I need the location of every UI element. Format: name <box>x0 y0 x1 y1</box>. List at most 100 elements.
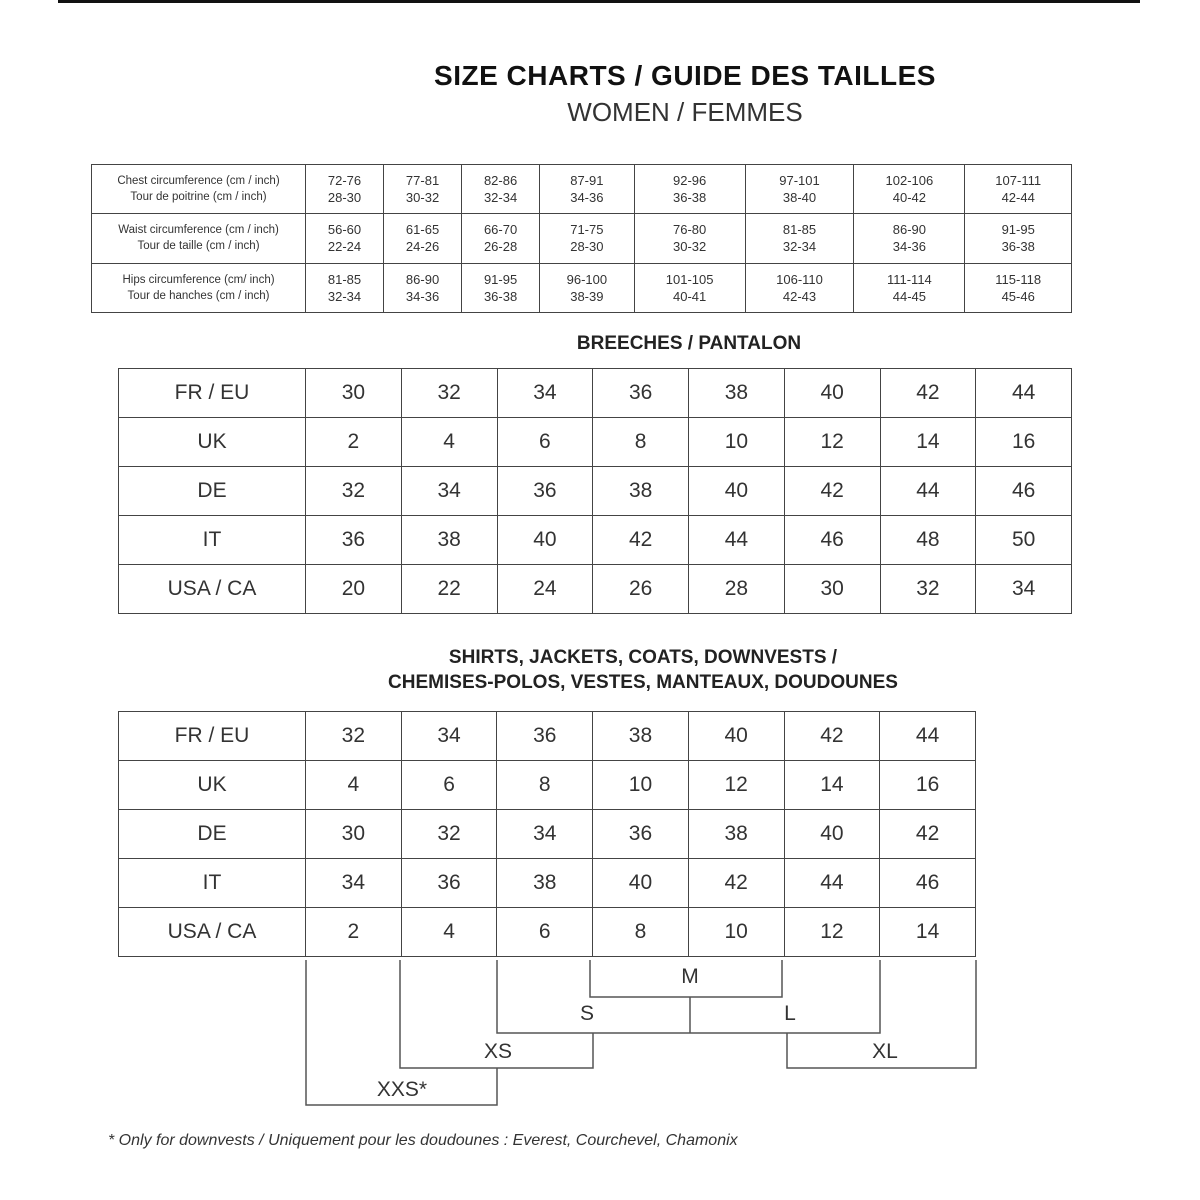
table-cell: 32 <box>400 368 498 418</box>
inch-range: 30-32 <box>405 190 440 206</box>
table-row: Hips circumference (cm/ inch) Tour de han… <box>91 262 1072 314</box>
row-header: Hips circumference (cm/ inch) Tour de han… <box>91 262 306 314</box>
table-cell: 28 <box>688 564 785 614</box>
table-cell: 48 <box>879 515 977 565</box>
table-cell: 71-75 28-30 <box>539 213 635 264</box>
cm-range: 86-90 <box>405 271 440 287</box>
size-m-label: M <box>681 965 699 988</box>
table-cell: 107-111 42-44 <box>964 163 1072 215</box>
table-cell: 10 <box>688 417 785 467</box>
table-cell: 92-96 36-38 <box>633 163 746 215</box>
size-xxs-label: XXS* <box>376 1078 428 1101</box>
inch-range: 40-41 <box>672 288 707 304</box>
table-cell: 72-76 28-30 <box>304 163 385 215</box>
table-cell: 44 <box>975 368 1072 418</box>
table-cell: 46 <box>975 466 1072 516</box>
inch-range: 45-46 <box>1001 288 1035 304</box>
inch-range: 42-44 <box>1001 190 1035 206</box>
table-cell: 4 <box>400 907 498 957</box>
row-label-en: Waist circumference (cm / inch) <box>118 224 279 237</box>
row-label-en: Chest circumference (cm / inch) <box>117 175 280 188</box>
table-cell: 10 <box>592 760 689 810</box>
cm-range: 71-75 <box>570 222 604 238</box>
cm-range: 101-105 <box>665 271 714 287</box>
cm-range: 92-96 <box>672 173 707 189</box>
table-cell: 46 <box>879 858 976 908</box>
table-cell: 46 <box>783 515 881 565</box>
bracket-m <box>589 960 783 998</box>
inch-range: 42-43 <box>782 288 817 304</box>
shirts-title-line2: CHEMISES-POLOS, VESTES, MANTEAUX, DOUDOU… <box>388 672 898 693</box>
cm-range: 86-90 <box>892 222 927 238</box>
table-cell: 42 <box>879 368 977 418</box>
inch-range: 36-38 <box>1001 239 1035 255</box>
table-cell: 34 <box>496 809 594 859</box>
breeches-title: BREECHES / PANTALON <box>576 333 802 354</box>
table-cell: 42 <box>879 809 976 859</box>
row-header: IT <box>118 858 306 908</box>
inch-range: 26-28 <box>483 239 518 255</box>
row-label-fr: Tour de taille (cm / inch) <box>137 240 260 253</box>
cm-range: 81-85 <box>327 271 362 287</box>
inch-range: 32-34 <box>327 288 362 304</box>
inch-range: 28-30 <box>327 190 362 206</box>
cm-range: 66-70 <box>483 222 518 238</box>
inch-range: 34-36 <box>892 239 927 255</box>
table-cell: 32 <box>879 564 977 614</box>
shirts-title-line1: SHIRTS, JACKETS, COATS, DOWNVESTS / <box>448 647 838 668</box>
breeches-table: FR / EU 30 32 34 36 38 40 42 44 UK 2 4 6 8 10 12 14 16 DE 3… <box>118 368 1072 614</box>
table-cell: 34 <box>975 564 1072 614</box>
table-cell: 111-114 44-45 <box>853 262 966 314</box>
table-cell: 30 <box>305 809 402 859</box>
table-row: USA / CA 20 22 24 26 28 30 32 34 <box>118 564 1072 614</box>
size-s-label: S <box>579 1002 595 1025</box>
cm-range: 91-95 <box>483 271 518 287</box>
table-cell: 36 <box>592 368 689 418</box>
table-cell: 36 <box>496 466 594 516</box>
bracket-xl <box>786 960 977 1069</box>
table-cell: 77-81 30-32 <box>383 163 463 215</box>
table-cell: 91-95 36-38 <box>964 213 1072 264</box>
bracket-s-l <box>496 960 881 1034</box>
table-cell: 40 <box>592 858 689 908</box>
cm-range: 111-114 <box>886 271 932 287</box>
table-row: UK 2 4 6 8 10 12 14 16 <box>118 417 1072 467</box>
top-rule <box>58 0 1140 3</box>
table-cell: 40 <box>783 368 881 418</box>
row-header: DE <box>118 809 306 859</box>
table-row: IT 36 38 40 42 44 46 48 50 <box>118 515 1072 565</box>
table-cell: 42 <box>783 711 881 761</box>
table-row: IT 34 36 38 40 42 44 46 <box>118 858 976 908</box>
inch-range: 24-26 <box>405 239 440 255</box>
cm-range: 87-91 <box>570 173 604 189</box>
cm-range: 81-85 <box>782 222 817 238</box>
table-cell: 36 <box>305 515 402 565</box>
inch-range: 38-40 <box>782 190 817 206</box>
table-cell: 30 <box>783 564 881 614</box>
row-header: FR / EU <box>118 368 306 418</box>
inch-range: 32-34 <box>782 239 817 255</box>
table-cell: 12 <box>783 417 881 467</box>
table-cell: 42 <box>592 515 689 565</box>
table-cell: 24 <box>496 564 594 614</box>
table-cell: 26 <box>592 564 689 614</box>
table-cell: 44 <box>879 466 977 516</box>
inch-range: 44-45 <box>892 288 927 304</box>
size-xl-label: XL <box>872 1040 898 1063</box>
inch-range: 40-42 <box>892 190 927 206</box>
table-cell: 10 <box>687 907 785 957</box>
measurements-table: Chest circumference (cm / inch) Tour de p… <box>91 163 1072 314</box>
table-cell: 16 <box>975 417 1072 467</box>
cm-range: 91-95 <box>1001 222 1035 238</box>
table-cell: 86-90 34-36 <box>853 213 966 264</box>
cm-range: 115-118 <box>995 271 1042 287</box>
cm-range: 56-60 <box>327 222 362 238</box>
inch-range: 32-34 <box>483 190 518 206</box>
inch-range: 36-38 <box>672 190 707 206</box>
table-cell: 66-70 26-28 <box>461 213 541 264</box>
table-cell: 4 <box>305 760 402 810</box>
cm-range: 61-65 <box>405 222 440 238</box>
table-cell: 61-65 24-26 <box>383 213 463 264</box>
size-l-label: L <box>784 1002 796 1025</box>
